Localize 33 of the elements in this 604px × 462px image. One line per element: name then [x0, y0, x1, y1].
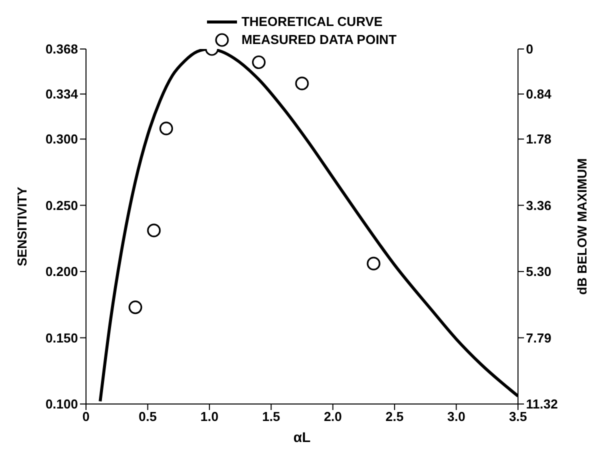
x-tick-label: 2.5 [386, 409, 404, 424]
y-tick-label: 0.368 [45, 42, 78, 57]
text: 0 [526, 42, 534, 57]
y-axis-title: SENSITIVITY [14, 186, 30, 266]
text: 11.32 [526, 396, 558, 412]
x-tick-label: 3.0 [447, 409, 466, 424]
text: 3.36 [526, 198, 552, 213]
x-tick-label: 0 [82, 409, 90, 424]
text: 0.84 [526, 86, 552, 102]
text: 1.78 [526, 132, 552, 147]
legend-label: MEASURED DATA POINT [241, 31, 397, 49]
y-tick-label: 0.250 [45, 198, 78, 213]
y-tick-label: 0.150 [45, 330, 78, 346]
point [366, 256, 380, 270]
y2-axis-title: dB BELOW MAXIMUM [574, 158, 590, 295]
point [128, 300, 142, 314]
legend-label: THEORETICAL CURVE [241, 13, 383, 31]
y-tick-label: 0.300 [45, 132, 78, 147]
x-tick-label: 2.0 [324, 409, 342, 424]
point [147, 224, 161, 238]
x-tick-label: 0.5 [138, 409, 157, 424]
point [252, 55, 266, 70]
y-tick-label: 0.334 [45, 86, 79, 102]
x-tick-label: 1.0 [200, 409, 218, 424]
text: 7.79 [526, 330, 552, 346]
x-tick-label: 3.5 [508, 409, 528, 424]
point [159, 122, 174, 136]
text: 5.30 [526, 264, 552, 280]
point [295, 76, 309, 90]
x-tick-label: 1.5 [262, 409, 280, 424]
y-tick-label: 0.200 [45, 264, 78, 280]
x-axis-title: αL [293, 429, 312, 445]
y-tick-label: 0.100 [45, 396, 78, 412]
